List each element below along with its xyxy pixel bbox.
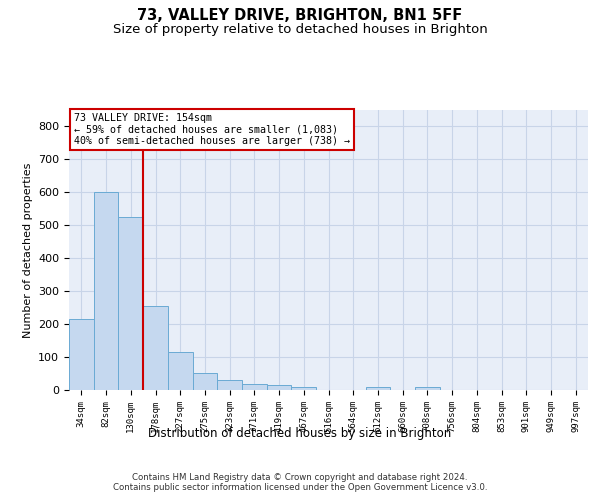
Text: 73, VALLEY DRIVE, BRIGHTON, BN1 5FF: 73, VALLEY DRIVE, BRIGHTON, BN1 5FF	[137, 8, 463, 22]
Bar	[292, 386, 316, 390]
Bar	[118, 217, 143, 390]
Bar	[415, 388, 440, 390]
Text: Contains HM Land Registry data © Crown copyright and database right 2024.: Contains HM Land Registry data © Crown c…	[132, 472, 468, 482]
Bar	[242, 384, 267, 390]
Bar	[217, 380, 242, 390]
Bar	[69, 319, 94, 390]
Text: 73 VALLEY DRIVE: 154sqm
← 59% of detached houses are smaller (1,083)
40% of semi: 73 VALLEY DRIVE: 154sqm ← 59% of detache…	[74, 113, 350, 146]
Text: Size of property relative to detached houses in Brighton: Size of property relative to detached ho…	[113, 22, 487, 36]
Bar	[143, 306, 168, 390]
Text: Contains public sector information licensed under the Open Government Licence v3: Contains public sector information licen…	[113, 484, 487, 492]
Bar	[365, 386, 390, 390]
Y-axis label: Number of detached properties: Number of detached properties	[23, 162, 32, 338]
Bar	[193, 372, 217, 390]
Bar	[267, 385, 292, 390]
Text: Distribution of detached houses by size in Brighton: Distribution of detached houses by size …	[148, 428, 452, 440]
Bar	[168, 352, 193, 390]
Bar	[94, 192, 118, 390]
